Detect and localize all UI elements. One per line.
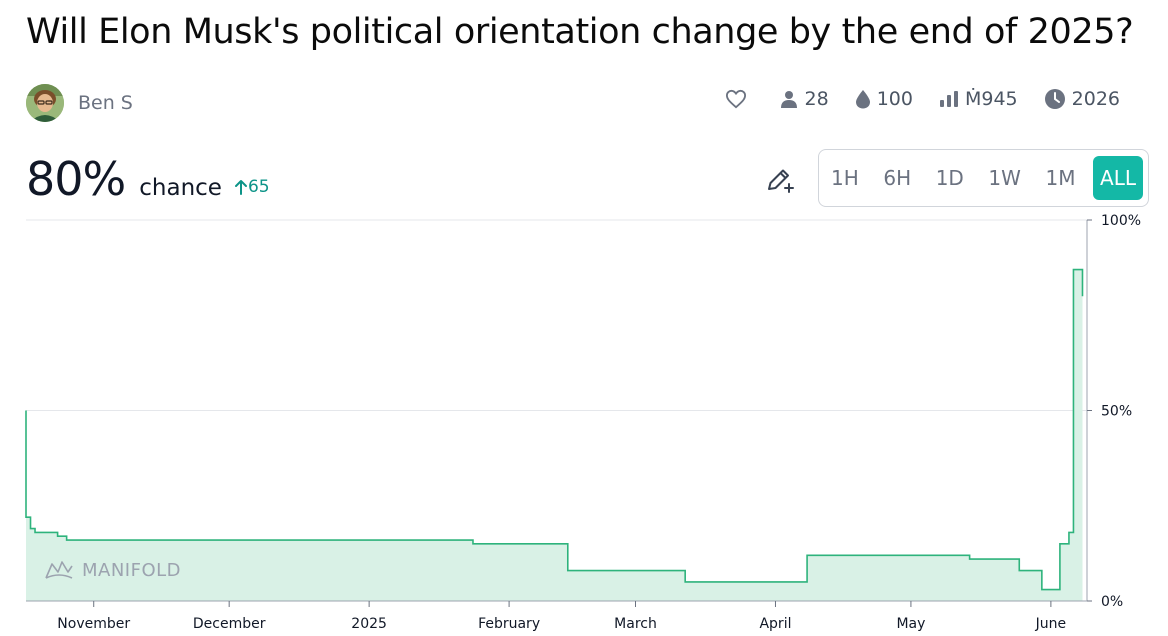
probability-change: 65 (234, 177, 270, 197)
time-range-6h[interactable]: 6H (883, 166, 912, 190)
author-name[interactable]: Ben S (78, 92, 133, 114)
user-icon (780, 91, 797, 108)
probability-value: 80% (26, 152, 126, 206)
time-range-selector: 1H 6H 1D 1W 1M ALL (818, 149, 1149, 207)
y-tick-label: 100% (1101, 213, 1141, 229)
traders-count: 28 (804, 88, 829, 110)
heart-icon (725, 89, 746, 109)
y-tick-label: 0% (1101, 594, 1123, 610)
time-range-1m[interactable]: 1M (1045, 166, 1076, 190)
x-tick-label: June (1035, 616, 1067, 632)
author[interactable]: Ben S (26, 84, 133, 122)
series-line (25, 268, 1084, 591)
like-button[interactable] (725, 89, 753, 109)
time-range-1h[interactable]: 1H (831, 166, 859, 190)
x-tick-label: May (896, 616, 925, 632)
traders-stat[interactable]: 28 (779, 88, 829, 110)
watermark-text: MANIFOLD (82, 559, 182, 581)
x-axis: November December 2025 February March April Ma… (26, 600, 1087, 632)
probability-change-value: 65 (247, 177, 270, 197)
manifold-logo-icon (45, 561, 73, 579)
arrow-up-icon (234, 180, 247, 195)
edit-chart-button[interactable] (764, 164, 796, 196)
probability-label: chance (139, 175, 222, 201)
close-date-stat[interactable]: 2026 (1044, 88, 1120, 110)
droplet-icon (855, 90, 870, 109)
x-tick-label: November (57, 616, 130, 632)
avatar[interactable] (26, 84, 64, 122)
close-year: 2026 (1071, 88, 1120, 110)
y-tick-label: 50% (1101, 404, 1132, 420)
volume-stat[interactable]: Ṁ945 (939, 88, 1018, 110)
bar-chart-icon (939, 91, 958, 107)
manifold-watermark: MANIFOLD (44, 558, 181, 582)
question-title: Will Elon Musk's political orientation c… (26, 12, 1134, 52)
clock-icon (1044, 89, 1065, 109)
liquidity-amount: 100 (876, 88, 913, 110)
x-tick-label: April (759, 616, 791, 632)
y-axis: 0% 50% 100% (1086, 213, 1141, 610)
volume-amount: Ṁ945 (964, 88, 1018, 110)
probability-display: 80% chance 65 (26, 152, 270, 206)
x-tick-label: December (193, 616, 266, 632)
chart-area (25, 268, 1084, 601)
liquidity-stat[interactable]: 100 (855, 88, 913, 110)
market-stats: 28 100 Ṁ945 2026 (699, 88, 1120, 110)
time-range-all[interactable]: ALL (1093, 156, 1143, 200)
pencil-plus-icon (768, 169, 794, 193)
time-range-1w[interactable]: 1W (988, 166, 1021, 190)
series-area-fill (26, 269, 1083, 601)
x-tick-label: 2025 (351, 616, 387, 632)
time-range-1d[interactable]: 1D (935, 166, 964, 190)
x-tick-label: February (478, 616, 540, 632)
x-tick-label: March (614, 616, 657, 632)
chart-gridlines (26, 219, 1087, 411)
avatar-image (26, 84, 64, 122)
